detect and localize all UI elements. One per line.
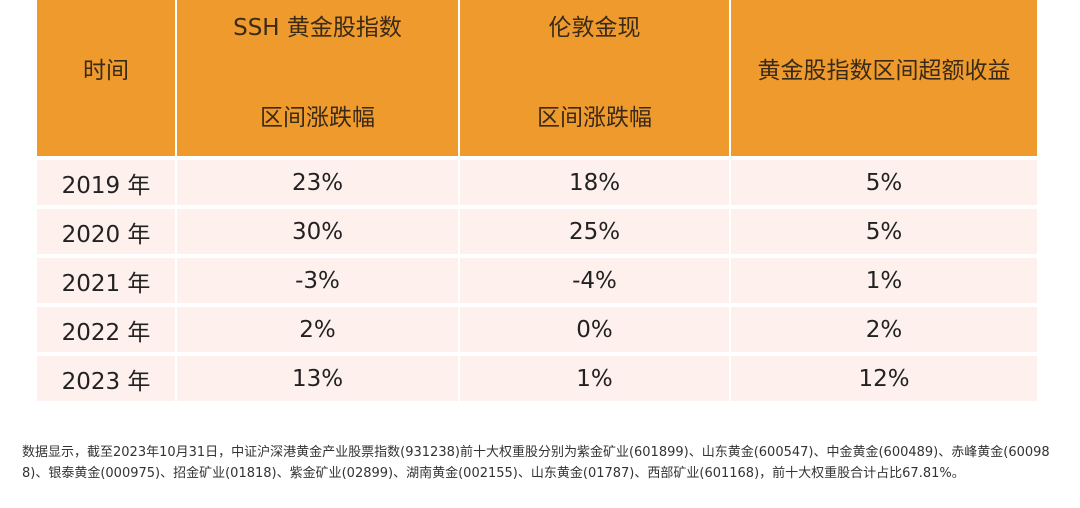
header-time-label: 时间 — [83, 58, 129, 84]
header-london-gold: 伦敦金现 区间涨跌幅 — [460, 0, 731, 156]
header-london-gold-title: 伦敦金现 — [548, 15, 641, 41]
cell-year: 2021 年 — [37, 254, 177, 303]
cell-ssh-index-change: 23% — [177, 156, 460, 205]
header-ssh-index-subtitle: 区间涨跌幅 — [260, 105, 375, 131]
cell-excess-return: 5% — [731, 156, 1037, 205]
cell-ssh-index-change: 30% — [177, 205, 460, 254]
cell-london-gold-change: 25% — [460, 205, 731, 254]
cell-london-gold-change: 18% — [460, 156, 731, 205]
cell-ssh-index-change: 13% — [177, 352, 460, 401]
header-ssh-index-title: SSH 黄金股指数 — [233, 15, 402, 41]
cell-excess-return: 5% — [731, 205, 1037, 254]
cell-london-gold-change: -4% — [460, 254, 731, 303]
table-row: 2019 年 23% 18% 5% — [37, 156, 1037, 205]
header-excess-return: 黄金股指数区间超额收益 — [731, 0, 1037, 156]
header-ssh-index: SSH 黄金股指数 区间涨跌幅 — [177, 0, 460, 156]
gold-stock-index-table: 时间 SSH 黄金股指数 区间涨跌幅 伦敦金现 区间涨跌幅 — [37, 0, 1037, 401]
table-row: 2023 年 13% 1% 12% — [37, 352, 1037, 401]
header-excess-return-label: 黄金股指数区间超额收益 — [757, 58, 1011, 84]
table-row: 2022 年 2% 0% 2% — [37, 303, 1037, 352]
cell-ssh-index-change: 2% — [177, 303, 460, 352]
cell-ssh-index-change: -3% — [177, 254, 460, 303]
table-header-row: 时间 SSH 黄金股指数 区间涨跌幅 伦敦金现 区间涨跌幅 — [37, 0, 1037, 156]
cell-year: 2022 年 — [37, 303, 177, 352]
cell-year: 2023 年 — [37, 352, 177, 401]
table-row: 2020 年 30% 25% 5% — [37, 205, 1037, 254]
footnote: 数据显示，截至2023年10月31日，中证沪深港黄金产业股票指数(931238)… — [22, 445, 1050, 481]
cell-year: 2020 年 — [37, 205, 177, 254]
cell-excess-return: 2% — [731, 303, 1037, 352]
table-row: 2021 年 -3% -4% 1% — [37, 254, 1037, 303]
cell-excess-return: 1% — [731, 254, 1037, 303]
cell-london-gold-change: 1% — [460, 352, 731, 401]
header-london-gold-subtitle: 区间涨跌幅 — [537, 105, 652, 131]
cell-london-gold-change: 0% — [460, 303, 731, 352]
header-time: 时间 — [37, 0, 177, 156]
cell-year: 2019 年 — [37, 156, 177, 205]
cell-excess-return: 12% — [731, 352, 1037, 401]
